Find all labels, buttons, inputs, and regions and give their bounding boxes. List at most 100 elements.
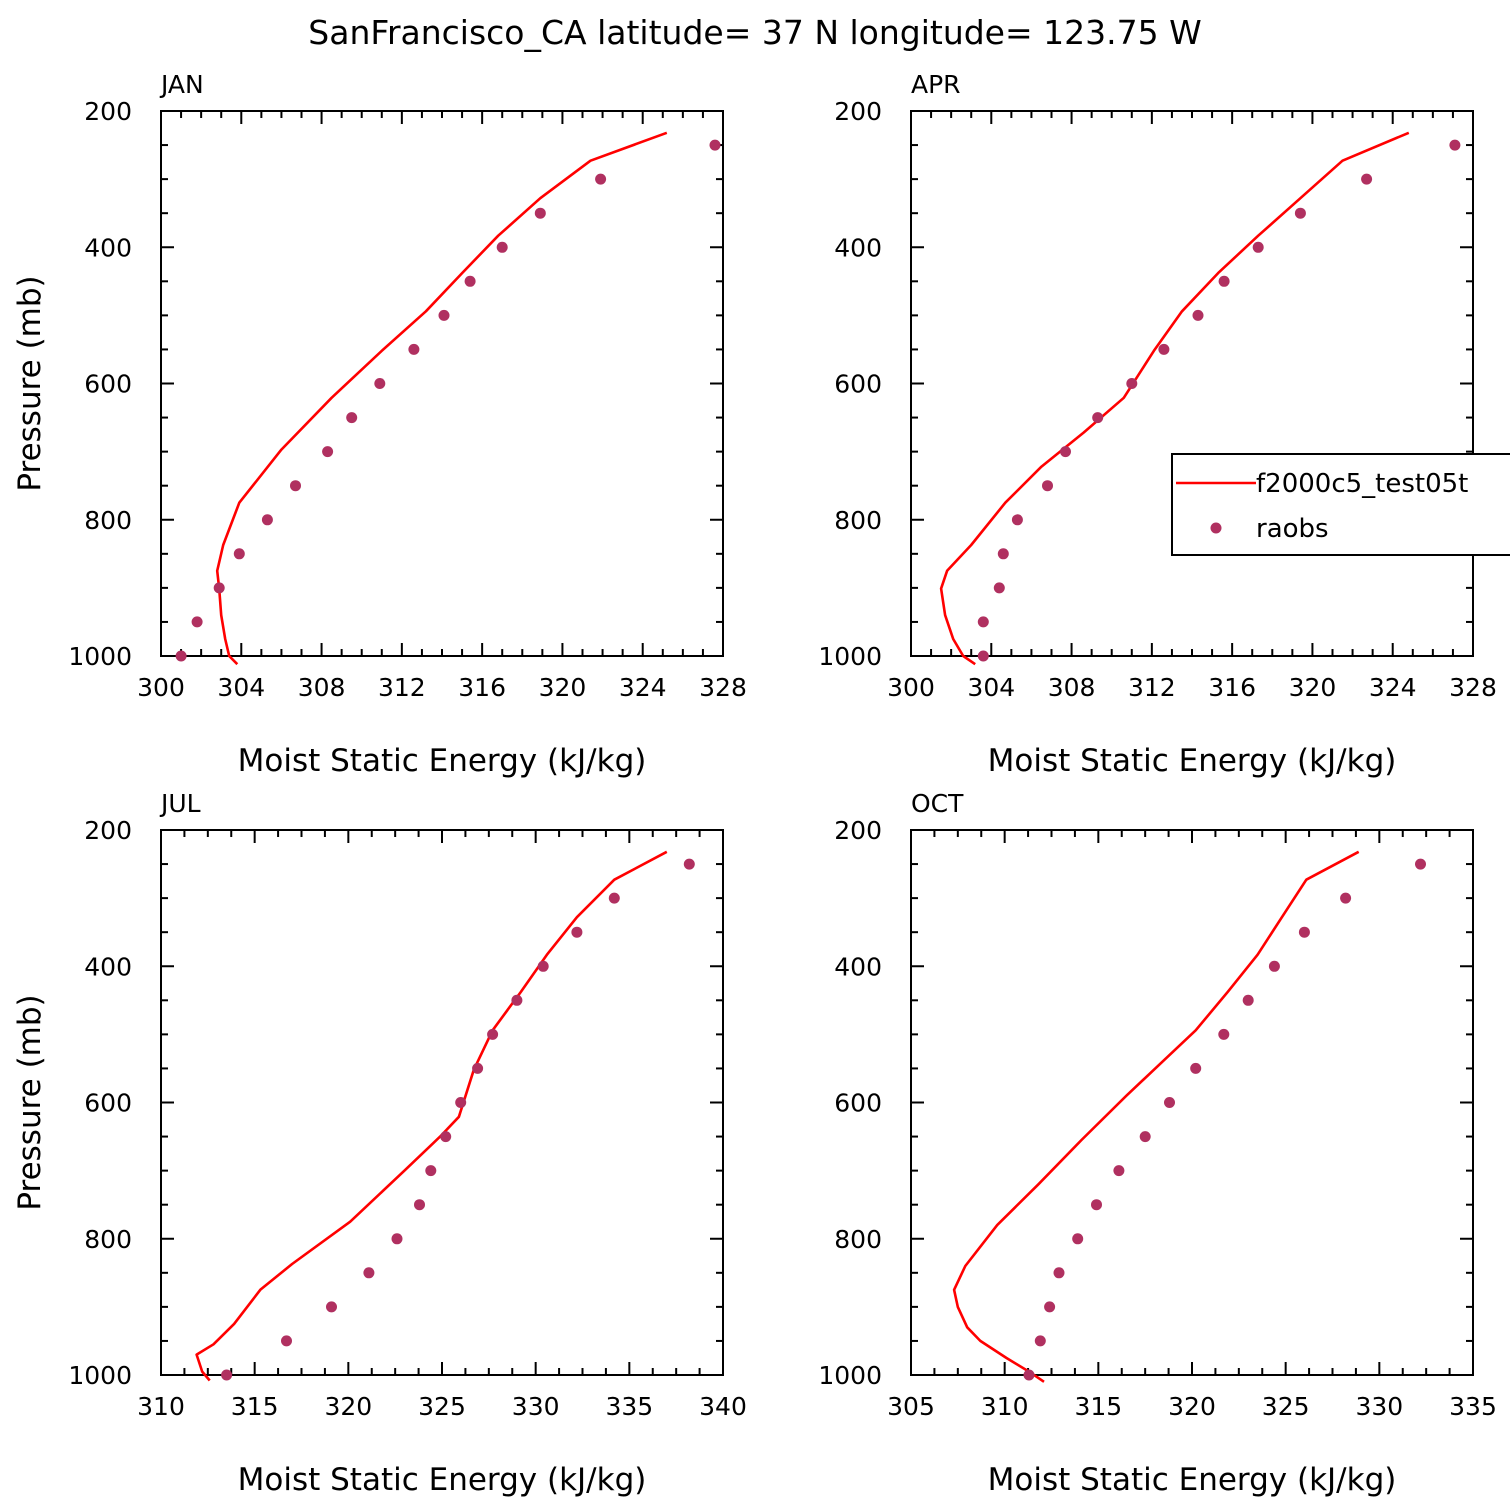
obs-point xyxy=(1242,994,1254,1006)
obs-point xyxy=(1158,343,1170,355)
obs-point xyxy=(997,548,1009,560)
panel-jan: JAN 300 304 308 312 316 320 324 328 200 400 600 800 1… xyxy=(12,70,747,779)
x-tick-label: 340 xyxy=(699,1392,747,1421)
x-tick-label: 304 xyxy=(217,673,265,702)
obs-point xyxy=(425,1165,437,1177)
obs-point xyxy=(595,173,607,185)
y-tick-label: 800 xyxy=(84,1225,132,1254)
x-axis-title: Moist Static Energy (kJ/kg) xyxy=(988,743,1397,779)
y-tick-label: 600 xyxy=(834,1089,882,1118)
obs-point xyxy=(322,446,334,458)
obs-point xyxy=(1164,1097,1175,1108)
x-tick-label: 320 xyxy=(539,673,587,702)
obs-point xyxy=(1139,1131,1151,1143)
series-line-model xyxy=(195,850,668,1382)
series-line-model xyxy=(939,131,1410,666)
obs-point xyxy=(1011,514,1023,526)
obs-point xyxy=(496,241,508,253)
obs-point xyxy=(261,514,273,526)
y-tick-label: 200 xyxy=(84,97,132,126)
panel-jul: JUL 310 315 320 325 330 335 340 200 400 600 800 1000… xyxy=(12,789,747,1498)
x-tick-label: 300 xyxy=(137,673,185,702)
obs-point xyxy=(191,616,203,628)
obs-point xyxy=(977,650,989,662)
y-tick-label: 800 xyxy=(834,1225,882,1254)
x-tick-label: 308 xyxy=(298,673,346,702)
x-tick-label: 330 xyxy=(1355,1392,1403,1421)
x-tick-label: 310 xyxy=(137,1392,185,1421)
x-tick-label: 316 xyxy=(458,673,506,702)
panel-apr: APR 300 304 308 312 316 320 324 328 200 400 600 800 1… xyxy=(818,70,1496,779)
y-tick-label: 1000 xyxy=(68,1361,132,1390)
y-tick-label: 400 xyxy=(84,233,132,262)
obs-point xyxy=(511,994,523,1006)
panel-label: JUL xyxy=(159,789,201,818)
panel-label: JAN xyxy=(159,70,204,99)
panel-oct: OCT 305 310 315 320 325 330 335 200 400 600 800 1000… xyxy=(818,789,1496,1498)
y-tick-label: 600 xyxy=(84,370,132,399)
legend-box xyxy=(1171,453,1510,556)
y-tick-label: 600 xyxy=(834,370,882,399)
obs-point xyxy=(1190,1062,1202,1074)
obs-point xyxy=(438,309,450,321)
obs-point xyxy=(1072,1233,1084,1245)
obs-point xyxy=(1091,1199,1102,1211)
x-tick-label: 320 xyxy=(1289,673,1337,702)
obs-point xyxy=(326,1301,337,1313)
obs-point xyxy=(709,139,721,151)
legend-marker-swatch xyxy=(1210,522,1222,534)
x-tick-label: 330 xyxy=(512,1392,560,1421)
series-line-model xyxy=(215,131,668,666)
x-tick-label: 324 xyxy=(1369,673,1417,702)
obs-point xyxy=(391,1233,403,1245)
panel-label: OCT xyxy=(911,789,964,818)
x-tick-label: 324 xyxy=(619,673,667,702)
obs-point xyxy=(414,1199,425,1211)
obs-point xyxy=(1218,275,1230,287)
obs-point xyxy=(1415,858,1426,870)
obs-point xyxy=(1023,1369,1035,1381)
obs-point xyxy=(1044,1301,1056,1313)
obs-point xyxy=(571,926,583,938)
obs-point xyxy=(472,1062,484,1074)
obs-point xyxy=(455,1097,467,1108)
obs-point xyxy=(1042,480,1053,492)
obs-point xyxy=(1060,446,1071,458)
x-axis-title: Moist Static Energy (kJ/kg) xyxy=(238,1462,647,1498)
y-tick-label: 200 xyxy=(834,97,882,126)
x-tick-label: 328 xyxy=(1449,673,1497,702)
obs-point xyxy=(608,892,620,904)
x-tick-label: 325 xyxy=(1262,1392,1310,1421)
x-tick-label: 300 xyxy=(887,673,935,702)
plot-frame xyxy=(160,110,724,657)
plot-frame xyxy=(160,829,724,1376)
y-tick-label: 1000 xyxy=(68,642,132,671)
x-tick-label: 310 xyxy=(981,1392,1029,1421)
y-tick-label: 200 xyxy=(84,816,132,845)
obs-point xyxy=(1340,892,1352,904)
x-tick-label: 304 xyxy=(967,673,1015,702)
obs-point xyxy=(534,207,546,219)
obs-point xyxy=(290,480,301,492)
obs-point xyxy=(346,412,358,424)
obs-point xyxy=(1126,378,1138,389)
panels: JAN 300 304 308 312 316 320 324 328 200 400 600 800 1… xyxy=(12,70,1497,1498)
plot-frame xyxy=(910,110,1474,657)
obs-point xyxy=(1252,241,1264,253)
y-tick-label: 800 xyxy=(834,506,882,535)
obs-point xyxy=(683,858,695,870)
x-tick-label: 305 xyxy=(887,1392,935,1421)
y-tick-label: 400 xyxy=(834,233,882,262)
obs-point xyxy=(363,1267,375,1279)
y-tick-label: 200 xyxy=(834,816,882,845)
obs-point xyxy=(977,616,989,628)
x-tick-label: 315 xyxy=(231,1392,279,1421)
x-axis-title: Moist Static Energy (kJ/kg) xyxy=(988,1462,1397,1498)
obs-point xyxy=(1113,1165,1125,1177)
obs-point xyxy=(213,582,225,594)
y-axis-title: Pressure (mb) xyxy=(12,994,48,1210)
y-tick-label: 800 xyxy=(84,506,132,535)
obs-point xyxy=(1092,412,1104,424)
y-tick-label: 1000 xyxy=(818,1361,882,1390)
